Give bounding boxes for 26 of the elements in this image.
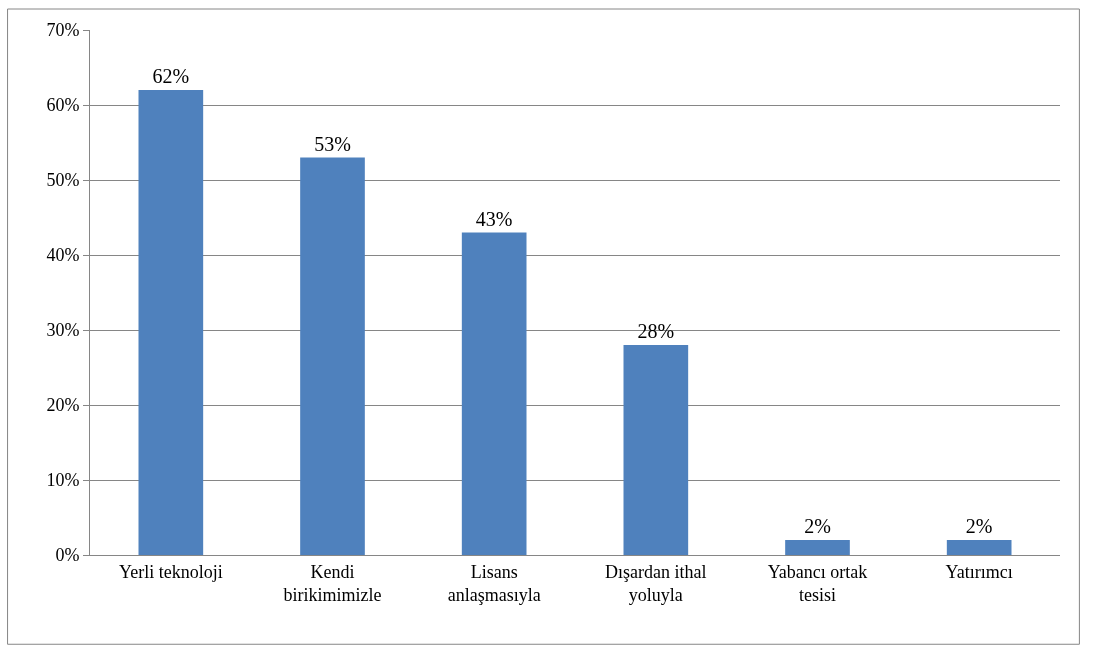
- bar: [785, 540, 850, 555]
- data-label: 2%: [965, 515, 993, 537]
- y-tick-label: 10%: [46, 470, 80, 491]
- x-tick-label: Dışardan ithal yoluyla: [605, 561, 707, 605]
- bar: [946, 540, 1012, 555]
- y-tick-label: 70%: [46, 20, 80, 41]
- x-tick-label: Yabancı ortak tesisi: [767, 561, 868, 605]
- y-tick-label: 30%: [46, 320, 80, 341]
- data-label: 43%: [475, 207, 513, 230]
- y-tick-label: 50%: [46, 170, 80, 191]
- y-tick-label: 20%: [46, 395, 80, 416]
- data-label: 62%: [152, 65, 190, 87]
- x-tick-label: Yatırımcı: [945, 561, 1013, 582]
- bar: [623, 345, 689, 555]
- y-tick-label: 40%: [46, 245, 80, 266]
- bar: [461, 232, 527, 555]
- x-tick-label: Kendi birikimimizle: [283, 561, 382, 605]
- data-label: 53%: [314, 132, 351, 155]
- bar: [300, 157, 365, 555]
- data-label: 2%: [804, 515, 831, 537]
- bar: [138, 90, 204, 555]
- y-tick-label: 0%: [55, 545, 80, 566]
- x-tick-label: Lisans anlaşmasıyla: [447, 561, 541, 605]
- x-tick-label: Yerli teknoloji: [118, 561, 223, 582]
- data-label: 28%: [637, 320, 675, 342]
- y-tick-label: 60%: [46, 95, 80, 116]
